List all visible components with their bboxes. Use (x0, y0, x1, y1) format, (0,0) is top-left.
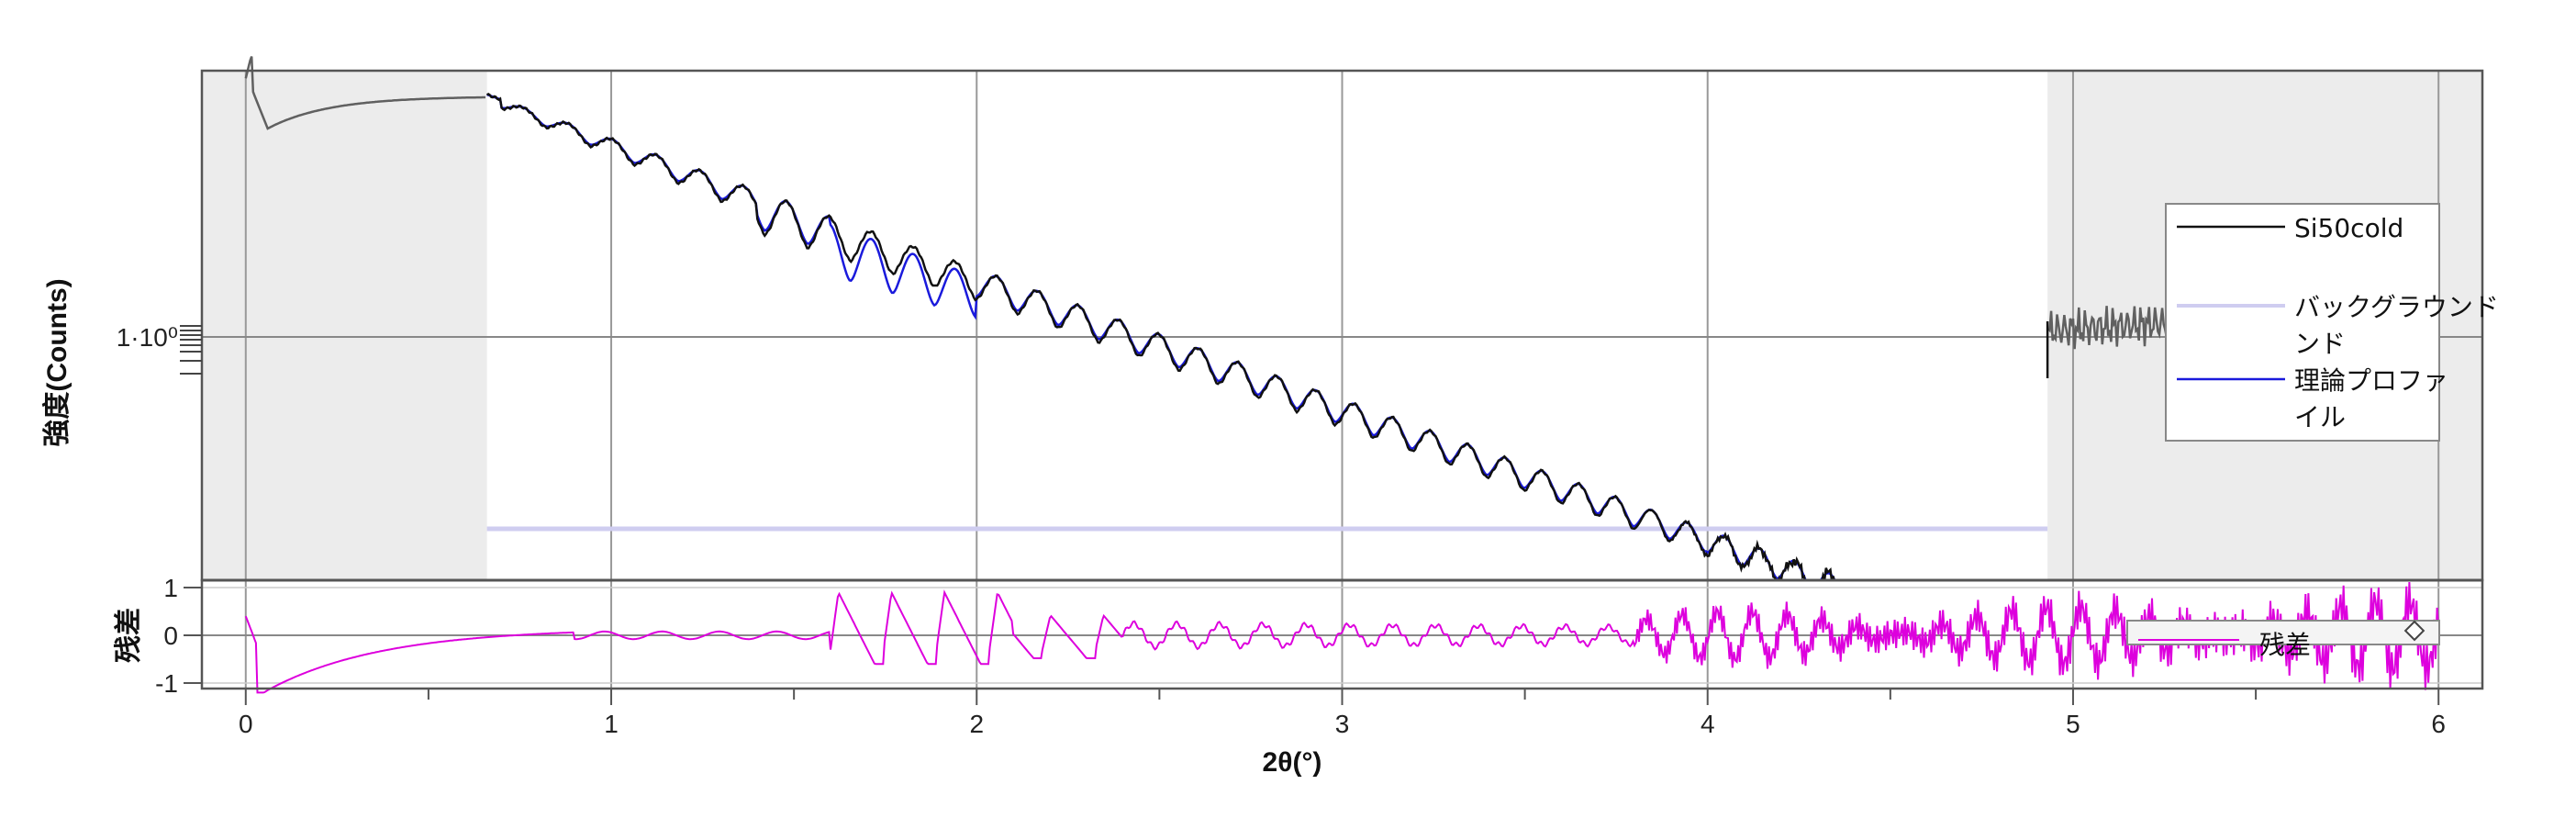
legend-box (2165, 203, 2440, 442)
legend-resize-handle[interactable] (2403, 620, 2425, 642)
x-tick-label-6: 6 (2431, 710, 2446, 738)
x-axis: 0 1 2 3 4 5 6 (239, 689, 2446, 738)
legend-label-background-line1: バックグラウンド (2294, 292, 2499, 322)
legend-residual: 残差 (2126, 620, 2440, 660)
x-tick-label-0: 0 (239, 710, 253, 738)
residual-series-group (244, 581, 2440, 694)
x-tick-label-4: 4 (1701, 710, 1715, 738)
series-residual (244, 581, 2440, 694)
x-tick-label-1: 1 (604, 710, 619, 738)
x-axis-title: 2θ(°) (1263, 747, 1322, 778)
y-tick-label-1e0: 1·10⁰ (117, 323, 178, 352)
residual-plot-area (200, 578, 2484, 694)
main-series-group (244, 56, 2440, 689)
x-tick-label-3: 3 (1335, 710, 1350, 738)
series-si50cold (485, 93, 2048, 689)
y-minor-ticks (180, 325, 202, 375)
x-tick-label-5: 5 (2066, 710, 2080, 738)
residual-y-tick-label-minus1: -1 (155, 669, 178, 698)
series-si50cold-excluded-left (244, 56, 485, 130)
legend-label-si50cold: Si50cold (2294, 213, 2403, 243)
residual-y-tick-label-0: 0 (163, 622, 178, 650)
x-tick-label-2: 2 (969, 710, 984, 738)
main-y-axis: 1·10⁰ 強度(Counts) (42, 278, 202, 447)
y-axis-title-residual: 残差 (114, 608, 144, 663)
residual-legend-label: 残差 (2259, 630, 2311, 660)
legend-main: Si50cold バックグラウンド ンド 理論プロファ イル (2165, 203, 2499, 442)
y-axis-title-main: 強度(Counts) (42, 278, 72, 446)
main-plot-area (200, 56, 2484, 689)
excluded-region-left (202, 71, 487, 580)
legend-label-background-line2: ンド (2294, 329, 2346, 359)
residual-y-axis: 1 0 -1 残差 (114, 574, 202, 698)
legend-label-theory-line2: イル (2294, 402, 2346, 432)
residual-y-tick-label-1: 1 (163, 574, 178, 602)
residual-gridlines (202, 580, 2482, 689)
legend-label-theory-line1: 理論プロファ (2294, 365, 2448, 396)
